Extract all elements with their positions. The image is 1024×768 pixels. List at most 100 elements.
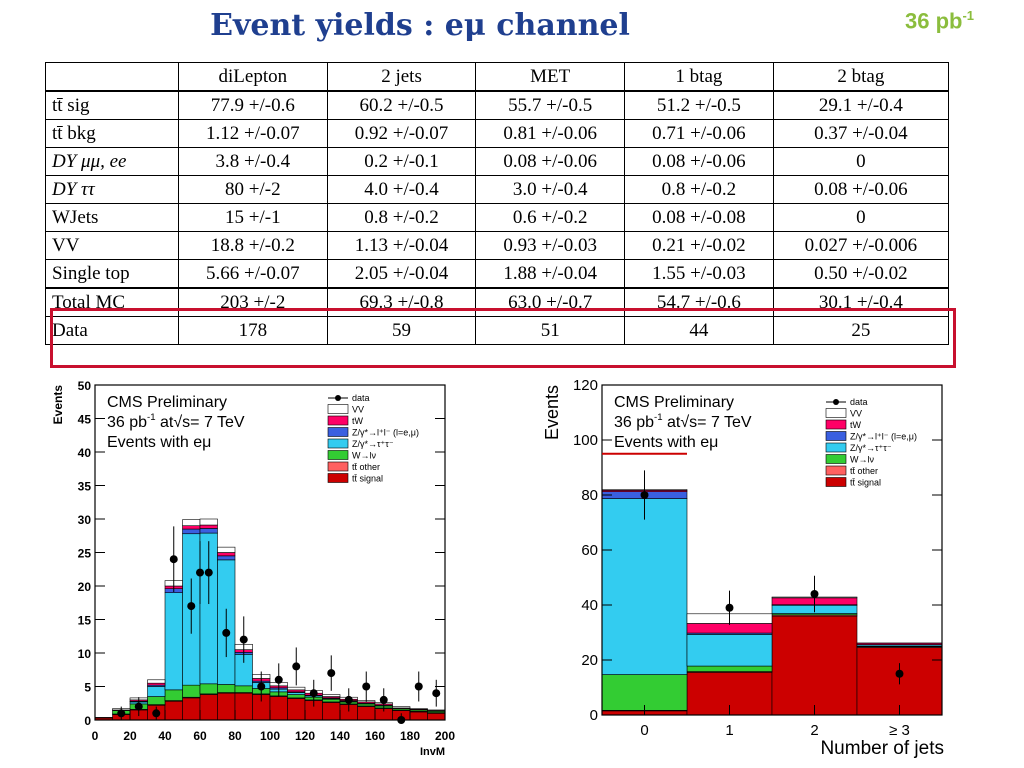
y-tick-label: 50 xyxy=(78,379,92,393)
table-cell: 0.08 +/-0.06 xyxy=(772,175,950,204)
lumi-exponent: -1 xyxy=(962,8,975,23)
table-row: tt̄ bkg 1.12 +/-0.07 0.92 +/-0.07 0.81 +… xyxy=(45,119,950,148)
x-tick-label: 160 xyxy=(365,729,385,743)
stack-bar xyxy=(771,615,858,716)
stack-bar xyxy=(182,519,201,526)
data-point xyxy=(169,555,178,564)
data-point xyxy=(196,568,204,577)
data-point xyxy=(239,635,248,644)
stack-bar xyxy=(686,665,773,672)
legend-swatch xyxy=(825,442,847,453)
data-point xyxy=(204,568,213,577)
stack-bar xyxy=(357,703,376,707)
stack-bar xyxy=(182,525,201,530)
header-cell: diLepton xyxy=(178,62,328,92)
stack-bar xyxy=(287,689,306,693)
table-row: DY μμ, ee 3.8 +/-0.4 0.2 +/-0.1 0.08 +/-… xyxy=(45,147,950,176)
table-cell: 29.1 +/-0.4 xyxy=(772,90,950,120)
header-cell: 2 jets xyxy=(326,62,477,92)
stack-bar xyxy=(217,555,236,561)
legend-swatch xyxy=(327,427,349,437)
row-label: VV xyxy=(45,231,179,260)
table-cell: 0.50 +/-0.02 xyxy=(772,259,950,289)
y-axis-title: Events xyxy=(51,385,65,425)
stack-bar xyxy=(427,709,446,711)
legend-label: tt̄ signal xyxy=(850,478,881,488)
table-cell: 18.8 +/-0.2 xyxy=(178,231,328,260)
x-tick-label: 80 xyxy=(228,729,242,743)
x-tick-label: 140 xyxy=(330,729,350,743)
legend-swatch xyxy=(825,431,847,441)
legend-label: W→lν xyxy=(352,451,376,461)
total-data-highlight-box xyxy=(50,308,956,368)
legend-swatch xyxy=(327,415,349,426)
legend-marker xyxy=(833,399,839,405)
table-cell: 63.0 +/-0.7 xyxy=(475,287,626,317)
y-tick-label: 45 xyxy=(78,413,92,427)
stack-bar xyxy=(94,717,113,719)
legend-label: tW xyxy=(850,420,862,430)
legend-swatch xyxy=(825,465,847,476)
table-row: Single top 5.66 +/-0.07 2.05 +/-0.04 1.8… xyxy=(45,259,950,289)
stack-bar xyxy=(287,698,306,721)
stack-bar xyxy=(164,592,183,691)
data-point xyxy=(344,695,353,704)
legend-label: Z/γ*→l⁺l⁻ (l=e,μ) xyxy=(850,432,917,442)
stack-bar xyxy=(287,692,306,695)
data-point xyxy=(362,682,371,691)
stack-bar xyxy=(357,706,376,721)
table-cell: 0.71 +/-0.06 xyxy=(624,119,774,148)
stack-bar xyxy=(147,679,166,684)
x-tick-label: ≥ 3 xyxy=(889,722,910,739)
stack-bar xyxy=(234,692,253,721)
table-cell: 44 xyxy=(624,316,774,345)
stack-bar xyxy=(217,684,236,693)
x-tick-label: 40 xyxy=(158,729,172,743)
data-point xyxy=(292,662,301,671)
legend-label: W→lν xyxy=(850,455,874,465)
stack-bar xyxy=(199,518,218,526)
lumi-exp: -1 xyxy=(147,412,156,423)
y-tick-label: 20 xyxy=(78,580,92,594)
stack-bar xyxy=(147,686,166,697)
x-tick-label: 100 xyxy=(260,729,280,743)
table-row: Data 178 59 51 44 25 xyxy=(45,316,950,345)
legend-marker xyxy=(335,395,341,401)
data-point xyxy=(222,628,231,637)
x-tick-label: 1 xyxy=(725,722,733,739)
y-tick-label: 40 xyxy=(581,597,598,614)
table-cell: 51 xyxy=(475,316,626,345)
table-cell: 59 xyxy=(326,316,477,345)
x-tick-label: 2 xyxy=(810,722,818,739)
stack-bar xyxy=(601,498,688,675)
data-point xyxy=(257,682,266,691)
table-cell: 0 xyxy=(772,203,950,232)
x-tick-label: 0 xyxy=(640,722,648,739)
data-point xyxy=(414,682,423,691)
stack-bar xyxy=(409,708,428,710)
table-cell: 0.37 +/-0.04 xyxy=(772,119,950,148)
yields-table: diLepton 2 jets MET 1 btag 2 btag tt̄ si… xyxy=(45,62,950,345)
table-cell: 0 xyxy=(772,147,950,176)
stack-bar xyxy=(234,685,253,693)
stack-bar xyxy=(199,528,218,534)
legend-label: VV xyxy=(352,405,364,415)
table-cell: 15 +/-1 xyxy=(178,203,328,232)
row-label: tt̄ sig xyxy=(45,90,179,120)
stack-bar xyxy=(287,694,306,699)
lumi-label: 36 pb-1 at√s= 7 TeV xyxy=(107,412,245,431)
stack-bar xyxy=(217,546,236,553)
stack-bar xyxy=(164,689,183,701)
data-point xyxy=(379,695,388,704)
table-cell: 55.7 +/-0.5 xyxy=(475,90,626,120)
table-row: WJets 15 +/-1 0.8 +/-0.2 0.6 +/-0.2 0.08… xyxy=(45,203,950,232)
stack-bar xyxy=(322,698,341,703)
y-tick-label: 0 xyxy=(84,714,91,728)
y-tick-label: 0 xyxy=(590,707,598,724)
legend-swatch xyxy=(327,438,349,449)
lumi-label: 36 pb-1 at√s= 7 TeV xyxy=(614,412,752,431)
table-cell: 0.08 +/-0.08 xyxy=(624,203,774,232)
y-tick-label: 20 xyxy=(581,652,598,669)
row-label: tt̄ bkg xyxy=(45,119,179,148)
y-tick-label: 5 xyxy=(84,681,91,695)
